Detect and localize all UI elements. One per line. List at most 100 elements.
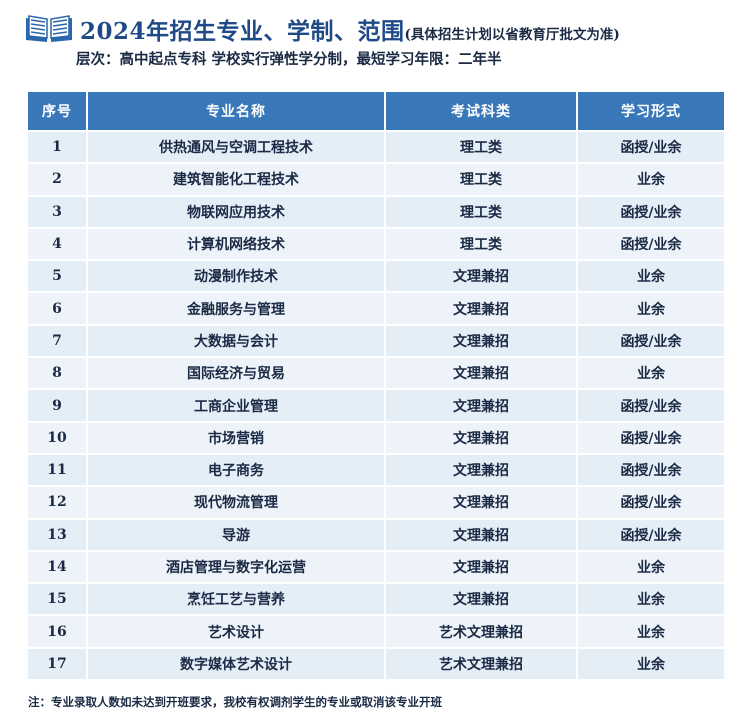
cell-seq: 11	[28, 454, 86, 486]
table-row: 7 大数据与会计 文理兼招 函授/业余	[28, 325, 724, 357]
cell-major: 金融服务与管理	[88, 293, 384, 324]
cell-seq: 16	[28, 616, 86, 647]
cell-exam-category: 文理兼招	[386, 519, 576, 550]
cell-study-mode: 函授/业余	[578, 196, 724, 227]
cell-exam-category: 文理兼招	[386, 358, 576, 389]
cell-exam-category: 艺术文理兼招	[386, 616, 576, 647]
cell-study-mode: 函授/业余	[578, 325, 724, 357]
table-row: 17 数字媒体艺术设计 艺术文理兼招 业余	[28, 648, 724, 680]
cell-study-mode: 业余	[578, 648, 724, 680]
cell-exam-category: 理工类	[386, 196, 576, 227]
cell-study-mode: 函授/业余	[578, 228, 724, 260]
cell-exam-category: 文理兼招	[386, 584, 576, 615]
table-row: 10 市场营销 文理兼招 函授/业余	[28, 422, 724, 453]
cell-seq: 12	[28, 487, 86, 518]
cell-exam-category: 文理兼招	[386, 293, 576, 324]
footnote: 注：专业录取人数如未达到开班要求，我校有权调剂学生的专业或取消该专业开班	[28, 695, 442, 709]
cell-study-mode: 业余	[578, 164, 724, 195]
level-subtitle: 层次：高中起点专科 学校实行弹性学分制，最短学习年限：二年半	[76, 51, 502, 68]
cell-study-mode: 业余	[578, 616, 724, 647]
cell-study-mode: 函授/业余	[578, 390, 724, 421]
cell-exam-category: 艺术文理兼招	[386, 648, 576, 680]
cell-major: 动漫制作技术	[88, 261, 384, 292]
cell-study-mode: 函授/业余	[578, 132, 724, 163]
cell-exam-category: 文理兼招	[386, 454, 576, 486]
cell-seq: 8	[28, 358, 86, 389]
cell-major: 数字媒体艺术设计	[88, 648, 384, 680]
program-table-wrapper: 序号 专业名称 考试科类 学习形式 1 供热通风与空调工程技术 理工类 函授/业余 2 建…	[26, 90, 724, 681]
cell-major: 国际经济与贸易	[88, 358, 384, 389]
cell-major: 建筑智能化工程技术	[88, 164, 384, 195]
cell-seq: 5	[28, 261, 86, 292]
cell-major: 现代物流管理	[88, 487, 384, 518]
cell-study-mode: 业余	[578, 261, 724, 292]
table-header-row: 序号 专业名称 考试科类 学习形式	[28, 92, 724, 130]
cell-seq: 3	[28, 196, 86, 227]
cell-major: 大数据与会计	[88, 325, 384, 357]
cell-major: 计算机网络技术	[88, 228, 384, 260]
cell-major: 电子商务	[88, 454, 384, 486]
cell-major: 市场营销	[88, 422, 384, 453]
table-row: 9 工商企业管理 文理兼招 函授/业余	[28, 390, 724, 421]
cell-study-mode: 业余	[578, 551, 724, 583]
header-study-mode: 学习形式	[578, 92, 724, 130]
table-row: 4 计算机网络技术 理工类 函授/业余	[28, 228, 724, 260]
cell-seq: 7	[28, 325, 86, 357]
table-row: 2 建筑智能化工程技术 理工类 业余	[28, 164, 724, 195]
table-row: 5 动漫制作技术 文理兼招 业余	[28, 261, 724, 292]
cell-major: 供热通风与空调工程技术	[88, 132, 384, 163]
table-row: 14 酒店管理与数字化运营 文理兼招 业余	[28, 551, 724, 583]
title-note: (具体招生计划以省教育厅批文为准)	[404, 27, 620, 43]
page-title: 2024年招生专业、学制、范围(具体招生计划以省教育厅批文为准)	[80, 12, 620, 46]
table-row: 3 物联网应用技术 理工类 函授/业余	[28, 196, 724, 227]
cell-exam-category: 文理兼招	[386, 261, 576, 292]
cell-study-mode: 函授/业余	[578, 487, 724, 518]
cell-major: 烹饪工艺与营养	[88, 584, 384, 615]
header-seq: 序号	[28, 92, 86, 130]
cell-exam-category: 文理兼招	[386, 487, 576, 518]
cell-exam-category: 理工类	[386, 132, 576, 163]
cell-study-mode: 函授/业余	[578, 519, 724, 550]
cell-seq: 15	[28, 584, 86, 615]
cell-seq: 17	[28, 648, 86, 680]
header-major: 专业名称	[88, 92, 384, 130]
cell-seq: 6	[28, 293, 86, 324]
cell-exam-category: 文理兼招	[386, 551, 576, 583]
table-row: 13 导游 文理兼招 函授/业余	[28, 519, 724, 550]
table-row: 11 电子商务 文理兼招 函授/业余	[28, 454, 724, 486]
cell-study-mode: 函授/业余	[578, 422, 724, 453]
page-header: 2024年招生专业、学制、范围(具体招生计划以省教育厅批文为准)	[24, 10, 744, 50]
title-main: 2024年招生专业、学制、范围	[80, 18, 405, 45]
table-row: 8 国际经济与贸易 文理兼招 业余	[28, 358, 724, 389]
table-row: 16 艺术设计 艺术文理兼招 业余	[28, 616, 724, 647]
cell-seq: 1	[28, 132, 86, 163]
cell-major: 导游	[88, 519, 384, 550]
cell-major: 艺术设计	[88, 616, 384, 647]
cell-seq: 10	[28, 422, 86, 453]
cell-exam-category: 文理兼招	[386, 422, 576, 453]
cell-major: 酒店管理与数字化运营	[88, 551, 384, 583]
cell-seq: 2	[28, 164, 86, 195]
cell-seq: 4	[28, 228, 86, 260]
cell-exam-category: 理工类	[386, 228, 576, 260]
cell-study-mode: 业余	[578, 358, 724, 389]
header-exam-category: 考试科类	[386, 92, 576, 130]
cell-seq: 9	[28, 390, 86, 421]
cell-major: 工商企业管理	[88, 390, 384, 421]
table-row: 1 供热通风与空调工程技术 理工类 函授/业余	[28, 132, 724, 163]
table-row: 6 金融服务与管理 文理兼招 业余	[28, 293, 724, 324]
cell-seq: 13	[28, 519, 86, 550]
table-row: 12 现代物流管理 文理兼招 函授/业余	[28, 487, 724, 518]
table-row: 15 烹饪工艺与营养 文理兼招 业余	[28, 584, 724, 615]
cell-exam-category: 文理兼招	[386, 325, 576, 357]
cell-study-mode: 业余	[578, 293, 724, 324]
cell-study-mode: 函授/业余	[578, 454, 724, 486]
cell-study-mode: 业余	[578, 584, 724, 615]
cell-exam-category: 文理兼招	[386, 390, 576, 421]
program-table: 序号 专业名称 考试科类 学习形式 1 供热通风与空调工程技术 理工类 函授/业余 2 建…	[26, 90, 726, 681]
cell-seq: 14	[28, 551, 86, 583]
cell-major: 物联网应用技术	[88, 196, 384, 227]
cell-exam-category: 理工类	[386, 164, 576, 195]
table-body: 1 供热通风与空调工程技术 理工类 函授/业余 2 建筑智能化工程技术 理工类 业余 3 物联网应…	[28, 132, 724, 680]
open-book-icon	[26, 15, 72, 42]
